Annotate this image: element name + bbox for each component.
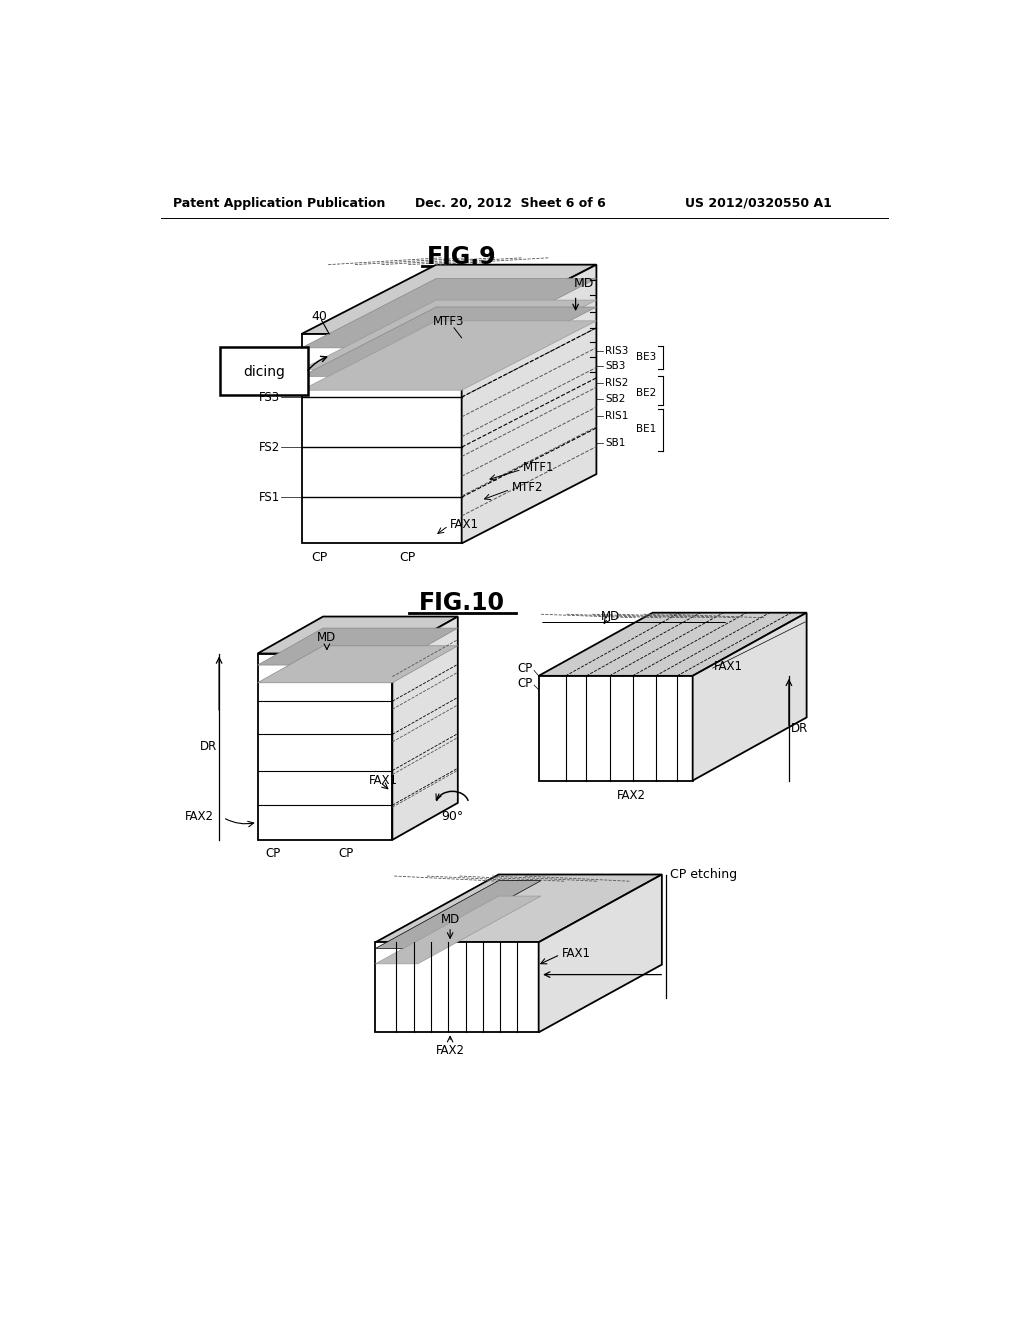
Text: CP: CP <box>311 550 328 564</box>
Text: RIS2: RIS2 <box>605 379 629 388</box>
Text: SB2: SB2 <box>605 393 626 404</box>
Text: 40: 40 <box>311 310 328 323</box>
Text: FS1: FS1 <box>259 491 280 504</box>
Text: FAX1: FAX1 <box>451 517 479 531</box>
Text: MTF1: MTF1 <box>523 462 555 474</box>
Text: BE2: BE2 <box>636 388 656 399</box>
Polygon shape <box>301 279 596 348</box>
Text: FAX2: FAX2 <box>616 789 645 803</box>
Text: FS2: FS2 <box>259 441 280 454</box>
Text: US 2012/0320550 A1: US 2012/0320550 A1 <box>685 197 831 210</box>
Polygon shape <box>301 334 462 544</box>
Text: FAX2: FAX2 <box>435 1044 465 1056</box>
FancyBboxPatch shape <box>220 347 307 395</box>
Text: MD: MD <box>317 631 337 644</box>
Text: FAX1: FAX1 <box>370 774 398 787</box>
Polygon shape <box>301 321 596 391</box>
Text: dicing: dicing <box>243 364 285 379</box>
Polygon shape <box>258 653 392 840</box>
Text: Patent Application Publication: Patent Application Publication <box>173 197 385 210</box>
Polygon shape <box>258 645 458 682</box>
Text: CP: CP <box>339 847 353 861</box>
Text: FS3: FS3 <box>259 391 280 404</box>
Text: SB3: SB3 <box>605 362 626 371</box>
Polygon shape <box>376 896 541 964</box>
Polygon shape <box>301 300 596 370</box>
Text: RIS3: RIS3 <box>605 346 629 356</box>
Text: MTF3: MTF3 <box>433 315 464 329</box>
Polygon shape <box>462 264 596 544</box>
Polygon shape <box>301 264 596 334</box>
Text: CP: CP <box>517 663 532 676</box>
Polygon shape <box>301 308 596 376</box>
Text: CP: CP <box>265 847 281 861</box>
Text: BE1: BE1 <box>636 425 656 434</box>
Text: SB1: SB1 <box>605 438 626 449</box>
Text: Dec. 20, 2012  Sheet 6 of 6: Dec. 20, 2012 Sheet 6 of 6 <box>416 197 606 210</box>
Text: DR: DR <box>200 741 217 754</box>
Text: 90°: 90° <box>441 810 464 824</box>
Polygon shape <box>692 612 807 780</box>
Text: MD: MD <box>573 277 594 290</box>
Text: FIG.10: FIG.10 <box>419 591 505 615</box>
Text: CP: CP <box>517 677 532 690</box>
Text: RIS1: RIS1 <box>605 412 629 421</box>
Polygon shape <box>539 612 807 676</box>
Text: MD: MD <box>440 912 460 925</box>
Text: FAX1: FAX1 <box>714 660 743 673</box>
Polygon shape <box>376 880 541 949</box>
Text: CP: CP <box>399 550 416 564</box>
Text: MD: MD <box>601 610 620 623</box>
Text: FAX1: FAX1 <box>562 946 591 960</box>
Text: MTF2: MTF2 <box>512 482 543 495</box>
Polygon shape <box>539 875 662 1032</box>
Text: BE3: BE3 <box>636 352 656 362</box>
Text: CP etching: CP etching <box>670 869 736 880</box>
Text: FIG.9: FIG.9 <box>427 246 497 269</box>
Polygon shape <box>258 616 458 653</box>
Text: DR: DR <box>792 722 809 735</box>
Polygon shape <box>392 616 458 840</box>
Text: FAX2: FAX2 <box>184 810 214 824</box>
Polygon shape <box>539 676 692 780</box>
Polygon shape <box>376 875 662 942</box>
Polygon shape <box>376 942 539 1032</box>
Polygon shape <box>258 628 458 665</box>
